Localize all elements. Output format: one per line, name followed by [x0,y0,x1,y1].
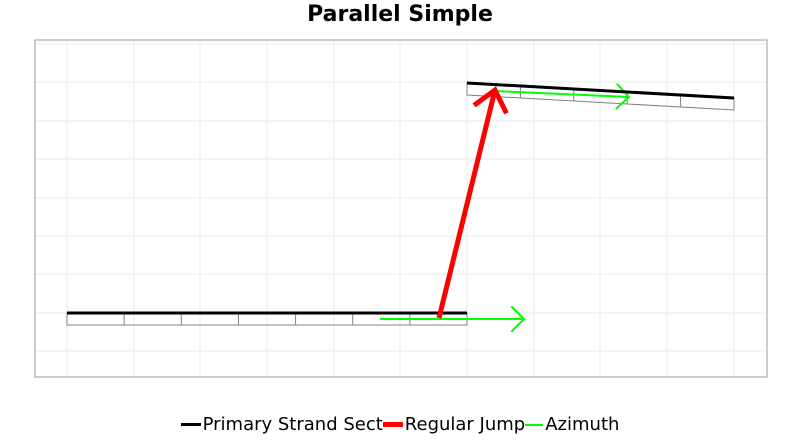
primary-strand-sections [67,81,735,315]
plot-frame [34,39,768,378]
legend-swatch-azimuth [525,423,544,426]
azimuth-arrow-shaft [493,90,630,98]
legend-item-primary-strand: Primary Strand Sect [180,414,383,435]
azimuth-arrows [380,83,631,333]
legend-swatch-primary [180,423,201,426]
grid-lines [36,41,766,376]
legend-label-jump: Regular Jump [404,414,526,435]
primary-strand-section [466,81,735,100]
regular-jump-line [436,89,498,319]
regular-jump-arrow-head [472,86,509,115]
regular-jumps [436,86,509,319]
legend-label-primary: Primary Strand Sect [202,414,383,435]
legend-swatch-jump [382,422,403,427]
legend-item-azimuth: Azimuth [525,414,619,435]
legend-item-regular-jump: Regular Jump [382,414,526,435]
chart-title: Parallel Simple [307,2,493,27]
azimuth-arrow-head [615,83,631,110]
azimuth-arrow-head [510,305,526,333]
legend-label-azimuth: Azimuth [545,414,620,435]
legend: Primary Strand Sect Regular Jump Azimuth [0,414,800,435]
